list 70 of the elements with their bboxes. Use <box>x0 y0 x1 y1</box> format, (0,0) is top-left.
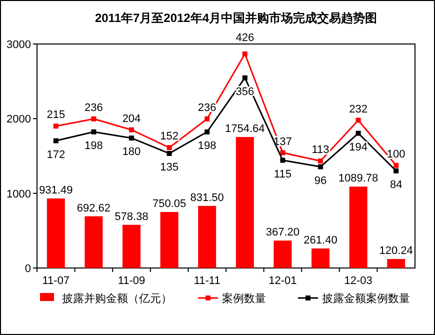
data-label: 172 <box>46 148 66 161</box>
point <box>280 158 286 163</box>
data-label: 215 <box>46 109 66 122</box>
point <box>166 150 172 156</box>
x-tick-label: 12-03 <box>344 275 372 287</box>
data-label: 198 <box>84 140 103 152</box>
bar <box>312 248 330 268</box>
data-label: 100 <box>386 148 406 160</box>
bar <box>46 198 65 268</box>
legend-label: 案例数量 <box>222 292 266 305</box>
data-label: 261.40 <box>304 234 338 246</box>
data-label: 180 <box>122 146 141 158</box>
y-tick-label: 0 <box>24 263 31 275</box>
data-label: 198 <box>198 140 216 152</box>
point <box>53 124 58 129</box>
x-tick-label: 11-09 <box>118 275 146 287</box>
data-label: 578.38 <box>114 210 148 223</box>
y-tick-label: 3000 <box>6 39 31 51</box>
bar <box>160 212 178 268</box>
x-tick-label: 12-01 <box>268 275 297 287</box>
point <box>318 164 323 170</box>
point <box>91 129 96 134</box>
point <box>204 129 210 134</box>
data-label: 931.49 <box>39 184 73 196</box>
legend-label: 披露并购金额（亿元） <box>62 292 172 305</box>
data-label: 232 <box>349 103 368 116</box>
point <box>129 136 134 141</box>
data-label: 236 <box>84 102 103 114</box>
point <box>356 118 361 123</box>
point <box>204 116 210 122</box>
bar <box>122 224 140 268</box>
data-label: 750.05 <box>152 198 186 210</box>
data-label: 367.20 <box>266 226 300 239</box>
point <box>53 138 58 144</box>
data-label: 204 <box>122 112 141 125</box>
x-tick-label: 11-11 <box>194 275 220 287</box>
point <box>318 158 323 164</box>
point <box>166 145 172 150</box>
data-label: 426 <box>236 32 254 44</box>
point <box>91 116 96 122</box>
data-label: 135 <box>160 161 178 174</box>
bar <box>274 240 292 268</box>
data-label: 115 <box>274 168 292 180</box>
bar <box>349 186 368 268</box>
data-label: 1754.64 <box>225 122 265 135</box>
bar <box>198 206 216 268</box>
x-tick-label: 11-07 <box>42 275 70 287</box>
y-tick-label: 1000 <box>6 188 31 200</box>
point <box>280 150 286 156</box>
bar <box>387 259 406 268</box>
data-label: 1089.78 <box>338 172 378 185</box>
bar <box>236 136 254 268</box>
data-label: 96 <box>314 174 327 187</box>
chart-title: 2011年7月至2012年4月中国并购市场完成交易趋势图 <box>94 11 378 25</box>
point <box>394 162 399 168</box>
point <box>242 75 248 80</box>
data-label: 194 <box>349 141 368 154</box>
data-label: 120.24 <box>379 245 413 258</box>
data-label: 692.62 <box>76 202 111 214</box>
data-label: 831.50 <box>190 192 224 204</box>
data-label: 152 <box>160 130 178 143</box>
point <box>129 127 134 132</box>
bar <box>84 216 103 268</box>
data-label: 84 <box>390 178 402 191</box>
data-label: 113 <box>312 144 330 156</box>
point <box>242 51 248 56</box>
point <box>394 168 399 174</box>
y-tick-label: 2000 <box>6 114 31 126</box>
legend-label: 披露金额案例数量 <box>322 292 410 305</box>
point <box>356 130 361 136</box>
